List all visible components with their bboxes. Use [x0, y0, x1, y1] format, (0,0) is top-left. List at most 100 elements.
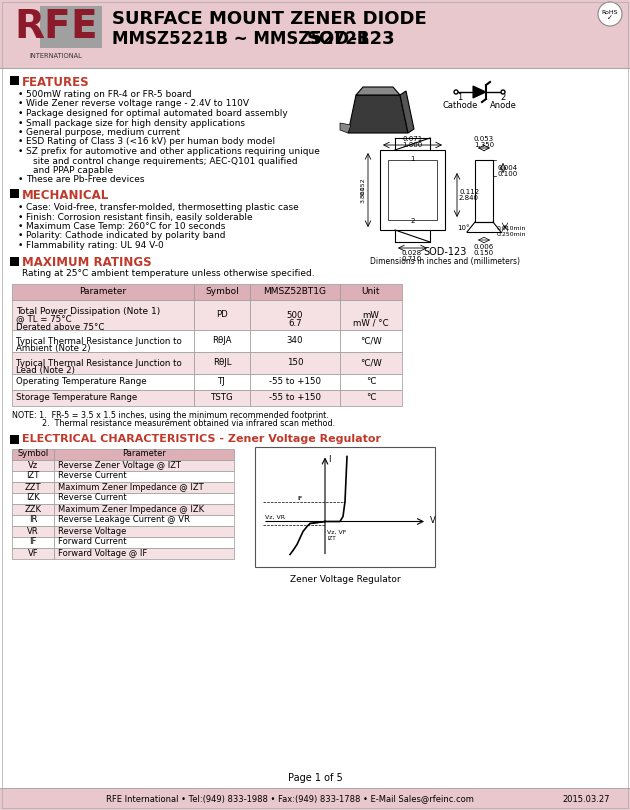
- Bar: [40, 6, 102, 48]
- Text: mW / °C: mW / °C: [353, 318, 389, 327]
- Text: Page 1 of 5: Page 1 of 5: [288, 773, 342, 783]
- Bar: [250, 284, 340, 300]
- Text: VF: VF: [28, 548, 38, 557]
- Text: 340: 340: [287, 336, 303, 345]
- Bar: [10, 189, 19, 198]
- Text: ZZK: ZZK: [25, 505, 42, 514]
- Text: INTERNATIONAL: INTERNATIONAL: [30, 53, 83, 59]
- Bar: [12, 300, 194, 330]
- Text: 10°: 10°: [457, 225, 470, 231]
- Text: RoHS: RoHS: [602, 10, 618, 15]
- Text: •: •: [18, 176, 23, 185]
- Bar: [12, 6, 42, 62]
- Bar: [54, 471, 234, 481]
- Text: 0.028: 0.028: [402, 250, 422, 256]
- Text: Flammability rating: UL 94 V-0: Flammability rating: UL 94 V-0: [26, 241, 164, 250]
- Circle shape: [598, 2, 622, 26]
- Text: Symbol: Symbol: [205, 287, 239, 296]
- Text: Vz, VF: Vz, VF: [327, 530, 347, 535]
- Bar: [12, 459, 54, 471]
- Bar: [12, 284, 194, 300]
- Text: 0.710: 0.710: [402, 256, 422, 262]
- Bar: [194, 390, 250, 406]
- Text: 2.  Thermal resistance measurement obtained via infrared scan method.: 2. Thermal resistance measurement obtain…: [12, 419, 335, 428]
- Text: RθJA: RθJA: [212, 336, 232, 345]
- Circle shape: [501, 90, 505, 94]
- Text: F: F: [43, 8, 70, 46]
- Text: PD: PD: [216, 310, 228, 319]
- Text: Finish: Corrosion resistant finsih, easily solderable: Finish: Corrosion resistant finsih, easi…: [26, 212, 253, 221]
- Text: General purpose, medium current: General purpose, medium current: [26, 128, 180, 137]
- Text: •: •: [18, 109, 23, 118]
- Bar: [340, 284, 402, 300]
- Text: MMSZ5221B ~ MMSZ5272B: MMSZ5221B ~ MMSZ5272B: [112, 30, 370, 48]
- Text: ELECTRICAL CHARACTERISTICS - Zener Voltage Regulator: ELECTRICAL CHARACTERISTICS - Zener Volta…: [22, 434, 381, 445]
- Bar: [340, 373, 402, 390]
- Text: Case: Void-free, transfer-molded, thermosetting plastic case: Case: Void-free, transfer-molded, thermo…: [26, 203, 299, 212]
- Text: MECHANICAL: MECHANICAL: [22, 189, 109, 202]
- Text: Ambient (Note 2): Ambient (Note 2): [16, 344, 91, 353]
- Text: IF: IF: [297, 496, 302, 501]
- Bar: [12, 492, 54, 504]
- Text: TJ: TJ: [218, 377, 226, 386]
- Text: 1: 1: [457, 93, 462, 102]
- Bar: [380, 150, 445, 230]
- Text: Polarity: Cathode indicated by polarity band: Polarity: Cathode indicated by polarity …: [26, 232, 226, 241]
- Text: These are Pb-Free devices: These are Pb-Free devices: [26, 176, 144, 185]
- Text: 2: 2: [500, 93, 506, 102]
- Text: •: •: [18, 128, 23, 137]
- Text: 1.350: 1.350: [474, 142, 494, 148]
- Bar: [194, 284, 250, 300]
- Bar: [54, 449, 234, 459]
- Text: FEATURES: FEATURES: [22, 76, 89, 89]
- Bar: [194, 373, 250, 390]
- Bar: [10, 76, 19, 85]
- Text: 0.112: 0.112: [459, 189, 479, 195]
- Text: Package designed for optimal automated board assembly: Package designed for optimal automated b…: [26, 109, 288, 118]
- Text: and PPAP capable: and PPAP capable: [33, 166, 113, 175]
- Text: ZZT: ZZT: [25, 483, 41, 492]
- Text: 6.7: 6.7: [288, 318, 302, 327]
- Text: Reverse Voltage: Reverse Voltage: [58, 526, 127, 535]
- Bar: [12, 514, 54, 526]
- Text: Storage Temperature Range: Storage Temperature Range: [16, 393, 137, 402]
- Text: VR: VR: [27, 526, 39, 535]
- Text: -55 to +150: -55 to +150: [269, 393, 321, 402]
- Bar: [10, 257, 19, 266]
- Text: @ TL = 75°C: @ TL = 75°C: [16, 314, 72, 323]
- Bar: [12, 449, 54, 459]
- Text: 0.250min: 0.250min: [497, 232, 527, 237]
- Bar: [12, 481, 54, 492]
- Bar: [340, 330, 402, 352]
- Text: •: •: [18, 138, 23, 147]
- Polygon shape: [473, 86, 486, 98]
- Text: •: •: [18, 118, 23, 127]
- Text: •: •: [18, 222, 23, 231]
- Text: SOD-123: SOD-123: [307, 30, 396, 48]
- Bar: [54, 526, 234, 536]
- Text: site and control change requirements; AEC-Q101 qualified: site and control change requirements; AE…: [33, 156, 297, 165]
- Bar: [54, 514, 234, 526]
- Text: 2015.03.27: 2015.03.27: [563, 795, 610, 804]
- Text: 0.100: 0.100: [497, 171, 517, 177]
- Text: 0.071: 0.071: [403, 136, 423, 142]
- Bar: [54, 548, 234, 559]
- Text: 1: 1: [410, 156, 415, 162]
- Text: Parameter: Parameter: [122, 450, 166, 458]
- Bar: [0, 788, 630, 810]
- Bar: [12, 390, 194, 406]
- Bar: [12, 548, 54, 559]
- Text: °C/W: °C/W: [360, 336, 382, 345]
- Text: •: •: [18, 212, 23, 221]
- Text: Cathode: Cathode: [442, 101, 478, 110]
- Bar: [12, 536, 54, 548]
- Polygon shape: [340, 123, 351, 133]
- Text: •: •: [18, 100, 23, 109]
- Bar: [194, 300, 250, 330]
- Text: 0.010min: 0.010min: [497, 225, 527, 231]
- Text: SOD-123: SOD-123: [423, 247, 467, 257]
- Text: Maximum Zener Impedance @ IZK: Maximum Zener Impedance @ IZK: [58, 505, 204, 514]
- Text: Vz: Vz: [28, 461, 38, 470]
- Bar: [54, 536, 234, 548]
- Bar: [54, 504, 234, 514]
